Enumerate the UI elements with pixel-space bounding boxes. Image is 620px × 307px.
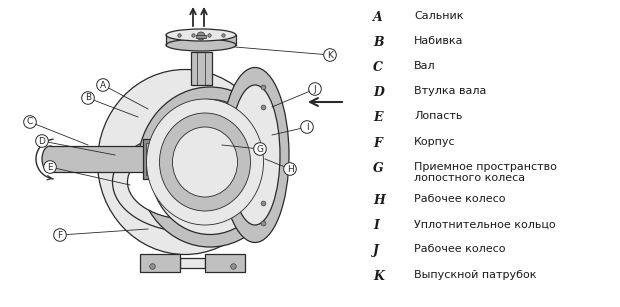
Text: B: B: [373, 36, 384, 49]
Ellipse shape: [138, 87, 283, 247]
FancyBboxPatch shape: [146, 143, 162, 175]
Ellipse shape: [166, 29, 236, 41]
Text: G: G: [373, 162, 384, 175]
Text: J: J: [373, 244, 379, 257]
Ellipse shape: [42, 146, 58, 172]
Text: Рабочее колесо: Рабочее колесо: [414, 244, 506, 255]
Text: A: A: [373, 11, 383, 24]
Text: F: F: [373, 137, 382, 150]
Ellipse shape: [146, 146, 160, 172]
Text: B: B: [85, 94, 91, 103]
Text: Сальник: Сальник: [414, 11, 464, 21]
Text: Лопасть: Лопасть: [414, 111, 463, 122]
Text: D: D: [373, 86, 384, 99]
Polygon shape: [180, 258, 205, 268]
Text: I: I: [373, 219, 379, 232]
Text: Приемное пространство
лопостного колеса: Приемное пространство лопостного колеса: [414, 162, 557, 183]
Text: Набивка: Набивка: [414, 36, 464, 46]
Ellipse shape: [187, 142, 232, 192]
Text: A: A: [100, 80, 106, 90]
FancyBboxPatch shape: [143, 139, 165, 179]
Text: C: C: [27, 118, 33, 126]
Ellipse shape: [159, 113, 250, 211]
Text: Уплотнительное кольцо: Уплотнительное кольцо: [414, 219, 556, 229]
Text: I: I: [306, 122, 308, 131]
Text: Выпускной патрубок: Выпускной патрубок: [414, 270, 537, 280]
Text: G: G: [257, 145, 264, 154]
Text: Корпус: Корпус: [414, 137, 456, 147]
Ellipse shape: [167, 119, 252, 215]
Ellipse shape: [230, 85, 280, 225]
Ellipse shape: [221, 68, 289, 243]
Ellipse shape: [172, 127, 237, 197]
Text: H: H: [373, 194, 385, 207]
Text: Втулка вала: Втулка вала: [414, 86, 487, 96]
Text: Вал: Вал: [414, 61, 436, 71]
FancyBboxPatch shape: [196, 35, 206, 38]
Ellipse shape: [112, 132, 267, 232]
Text: C: C: [373, 61, 383, 74]
Circle shape: [197, 32, 205, 40]
Text: Рабочее колесо: Рабочее колесо: [414, 194, 506, 204]
Text: F: F: [58, 231, 63, 239]
Text: K: K: [373, 270, 384, 282]
FancyBboxPatch shape: [191, 52, 212, 85]
Ellipse shape: [97, 69, 273, 255]
Polygon shape: [50, 146, 153, 172]
Ellipse shape: [128, 145, 252, 220]
Text: E: E: [47, 162, 53, 172]
Polygon shape: [166, 35, 236, 45]
Text: H: H: [286, 165, 293, 173]
Ellipse shape: [146, 99, 264, 225]
Text: E: E: [373, 111, 383, 124]
Text: D: D: [38, 137, 45, 146]
Ellipse shape: [150, 99, 270, 235]
Polygon shape: [205, 254, 245, 272]
Text: K: K: [327, 50, 333, 60]
Ellipse shape: [166, 39, 236, 51]
Polygon shape: [140, 254, 180, 272]
Text: J: J: [314, 84, 316, 94]
